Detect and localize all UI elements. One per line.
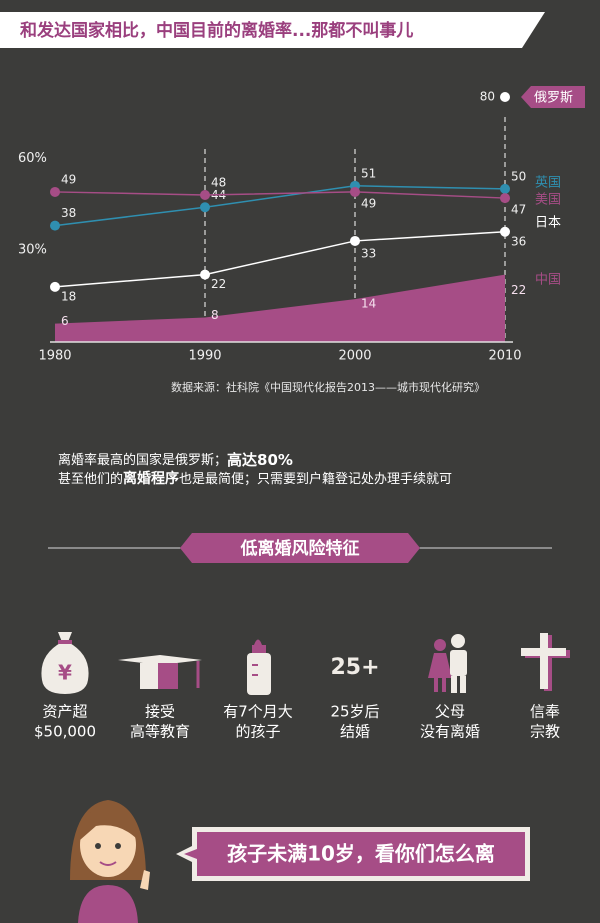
note-line: 甚至他们的离婚程序也是最简便；只需要到户籍登记处办理手续就可 bbox=[58, 470, 452, 487]
section-badge bbox=[180, 533, 420, 563]
note-text: 也是最简便；只需要到户籍登记处办理手续就可 bbox=[179, 471, 452, 487]
point bbox=[200, 269, 210, 280]
icon-label: ¥ bbox=[58, 661, 72, 685]
data-label: 22 bbox=[211, 277, 226, 291]
feature-label: 的孩子 bbox=[235, 723, 280, 741]
line bbox=[54, 231, 506, 288]
data-label: 51 bbox=[361, 166, 376, 180]
y-tick-label: 30% bbox=[18, 243, 47, 258]
x-tick-label: 1990 bbox=[188, 349, 221, 364]
data-label: 14 bbox=[361, 297, 376, 311]
point bbox=[200, 202, 210, 213]
line bbox=[54, 191, 506, 199]
feature-label: 有7个月大 bbox=[223, 703, 293, 721]
section-title: 低离婚风险特征 bbox=[240, 538, 360, 559]
data-label: 8 bbox=[211, 308, 219, 322]
x-tick-label: 2010 bbox=[488, 349, 521, 364]
data-label: 47 bbox=[511, 203, 526, 217]
legend-label: 美国 bbox=[535, 193, 561, 208]
note-text: 甚至他们的 bbox=[58, 471, 123, 487]
legend-tag bbox=[521, 86, 585, 108]
feature-label: 接受 bbox=[145, 703, 175, 721]
data-label: 36 bbox=[511, 234, 526, 248]
point bbox=[500, 226, 510, 237]
icon-bottle bbox=[247, 639, 271, 695]
point bbox=[500, 92, 510, 102]
point bbox=[500, 193, 510, 204]
feature-label: 高等教育 bbox=[130, 723, 190, 741]
point bbox=[350, 235, 360, 246]
feature-label: $50,000 bbox=[34, 723, 96, 741]
feature-label: 没有离婚 bbox=[420, 723, 480, 741]
point bbox=[50, 281, 60, 292]
chart-source: 数据来源：社科院《中国现代化报告2013——城市现代化研究》 bbox=[171, 380, 485, 394]
data-label: 33 bbox=[361, 246, 376, 260]
point bbox=[500, 183, 510, 194]
x-tick-label: 2000 bbox=[338, 349, 371, 364]
data-label: 38 bbox=[61, 206, 76, 220]
feature-label: 结婚 bbox=[340, 723, 370, 741]
legend-label: 俄罗斯 bbox=[534, 91, 573, 106]
data-label: 48 bbox=[211, 176, 226, 190]
feature-label: 父母 bbox=[435, 703, 465, 721]
feature-label: 信奉 bbox=[530, 703, 560, 721]
note-text: 离婚率最高的国家是俄罗斯； bbox=[58, 452, 227, 468]
note-emphasis: 高达80% bbox=[227, 451, 293, 469]
feature-label: 宗教 bbox=[530, 723, 560, 741]
bubble-text: 孩子未满10岁，看你们怎么离 bbox=[227, 842, 495, 866]
legend-label: 中国 bbox=[535, 273, 561, 288]
data-label: 49 bbox=[61, 172, 76, 186]
icon-money: ¥ bbox=[41, 632, 89, 694]
y-tick-label: 60% bbox=[18, 151, 47, 166]
data-label: 50 bbox=[511, 169, 526, 183]
note-line: 离婚率最高的国家是俄罗斯；高达80% bbox=[58, 451, 293, 469]
title-banner bbox=[0, 12, 545, 48]
icon-cross bbox=[521, 633, 570, 691]
data-label: 6 bbox=[61, 314, 69, 328]
page-title: 和发达国家相比，中国目前的离婚率...那都不叫事儿 bbox=[20, 20, 413, 41]
data-label: 18 bbox=[61, 289, 76, 303]
point bbox=[50, 186, 60, 197]
data-label: 80 bbox=[480, 90, 495, 104]
icon-graduation bbox=[118, 655, 202, 689]
data-label: 49 bbox=[361, 196, 376, 210]
x-tick-label: 1980 bbox=[38, 349, 71, 364]
icon-parents bbox=[428, 634, 467, 693]
data-label: 22 bbox=[511, 283, 526, 297]
icon-label: 25+ bbox=[330, 655, 379, 680]
feature-label: 资产超 bbox=[42, 703, 87, 721]
point bbox=[50, 220, 60, 231]
legend-label: 日本 bbox=[535, 216, 561, 231]
point bbox=[200, 190, 210, 200]
legend-label: 英国 bbox=[535, 176, 561, 191]
feature-label: 25岁后 bbox=[330, 703, 379, 721]
area bbox=[55, 274, 505, 342]
line bbox=[54, 185, 506, 227]
speech-bubble bbox=[176, 827, 530, 881]
note-emphasis: 离婚程序 bbox=[123, 470, 179, 487]
point bbox=[350, 186, 360, 197]
girl-illustration bbox=[70, 800, 150, 923]
